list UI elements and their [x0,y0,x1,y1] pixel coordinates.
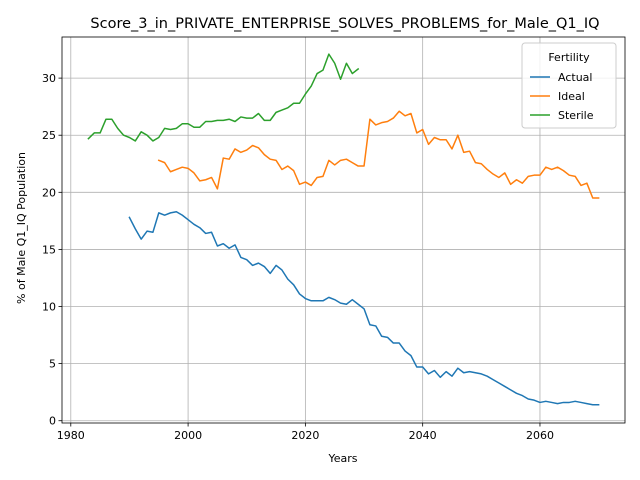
y-tick-label: 30 [42,72,56,85]
series-line-actual [128,210,600,406]
y-axis-label: % of Male Q1_IQ Population [15,152,28,304]
series-line-ideal [157,110,600,199]
chart-title: Score_3_in_PRIVATE_ENTERPRISE_SOLVES_PRO… [90,16,599,32]
x-tick-label: 2040 [409,429,437,442]
y-tick-label: 25 [42,129,56,142]
series-line-sterile [87,53,360,142]
y-tick-label: 5 [49,358,56,371]
y-axis-ticks: 0 5 10 15 20 25 30 [42,72,62,428]
legend-box [521,42,617,129]
grid-lines [62,37,625,423]
legend-label-sterile: Sterile [558,109,594,122]
x-tick-label: 2000 [174,429,202,442]
x-tick-label: 1980 [57,429,85,442]
x-tick-label: 2020 [291,429,319,442]
y-tick-label: 20 [42,186,56,199]
y-tick-label: 10 [42,301,56,314]
legend: Fertility Actual Ideal Sterile [521,42,617,129]
legend-label-actual: Actual [558,71,592,84]
plot-frame [61,36,626,424]
x-axis-ticks: 1980 2000 2020 2040 2060 [57,423,554,442]
legend-label-ideal: Ideal [558,90,585,103]
legend-title: Fertility [548,51,590,64]
y-tick-label: 15 [42,243,56,256]
x-tick-label: 2060 [526,429,554,442]
y-tick-label: 0 [49,415,56,428]
x-axis-label: Years [327,452,357,465]
series-lines [87,53,600,406]
